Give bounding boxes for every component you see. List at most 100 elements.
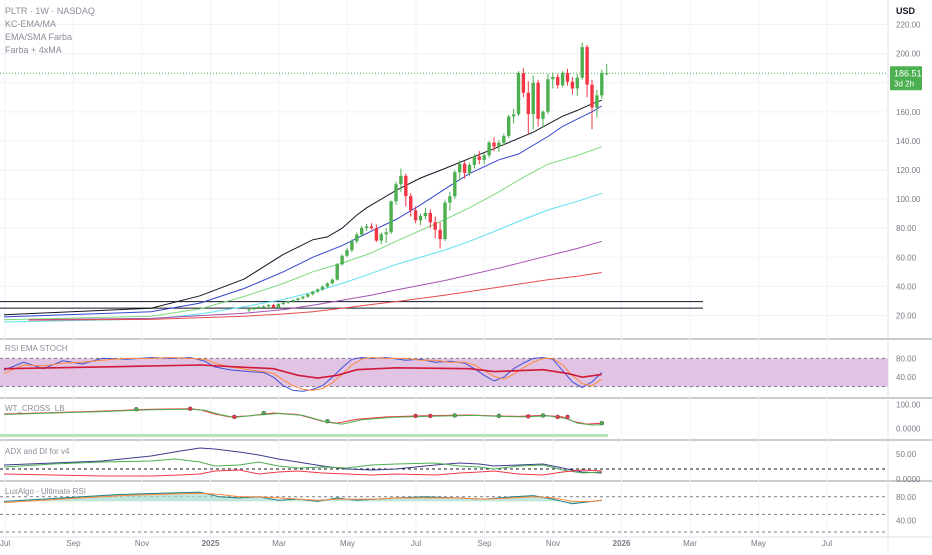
indicator-legend-kc[interactable]: KC-EMA/MA <box>5 19 57 29</box>
candle-body <box>575 77 579 89</box>
candle-body <box>492 142 496 147</box>
x-tick-label: 2026 <box>613 539 631 548</box>
candle-body <box>374 228 379 241</box>
candle <box>345 247 349 258</box>
candle <box>394 181 398 205</box>
candle-body <box>262 306 266 308</box>
x-tick-label: Jul <box>822 539 832 548</box>
candle-body <box>315 289 320 292</box>
candle <box>438 222 442 249</box>
candle <box>306 293 310 298</box>
candle-body <box>428 212 432 223</box>
x-tick-label: Sep <box>477 539 492 548</box>
candle-body <box>472 156 477 165</box>
candle <box>565 68 570 86</box>
candle-body <box>511 114 516 117</box>
y-tick-label: 40.00 <box>896 282 917 291</box>
ursi-tick-label: 80.00 <box>896 493 917 502</box>
candle-body <box>580 47 584 78</box>
candle <box>487 140 491 158</box>
candle <box>276 303 281 309</box>
candle <box>413 206 418 224</box>
candle-body <box>551 76 555 80</box>
candle-body <box>355 234 359 242</box>
candle-body <box>389 201 393 233</box>
candle-body <box>276 303 281 308</box>
candle <box>511 108 516 124</box>
currency-label[interactable]: USD <box>896 6 916 16</box>
candle <box>374 224 379 242</box>
candle <box>482 153 486 165</box>
candle <box>453 170 457 200</box>
candle <box>497 140 501 152</box>
x-tick-label: Nov <box>135 539 149 548</box>
indicator-legend-farba[interactable]: Farba + 4xMA <box>5 45 62 55</box>
candle-body <box>536 82 540 119</box>
candle <box>423 207 428 220</box>
candle <box>296 297 300 301</box>
candle-body <box>325 283 330 287</box>
candle-body <box>507 116 511 136</box>
wt-cross-dot <box>540 413 546 418</box>
candle-body <box>399 175 403 185</box>
candle <box>335 263 339 281</box>
stoch-d-line <box>3 356 603 391</box>
wt-cross-dot <box>599 420 605 426</box>
ursi-tick-label: 40.00 <box>896 516 917 525</box>
price-badge-value: 186.51 <box>894 68 922 78</box>
candle <box>281 301 285 306</box>
candle-body <box>409 196 413 211</box>
wt-tick-label: 100.00 <box>896 400 921 409</box>
candle <box>286 300 290 304</box>
x-tick-label: 2025 <box>202 539 220 548</box>
x-tick-label: May <box>340 539 355 548</box>
candle <box>330 278 334 285</box>
candle-body <box>340 255 344 265</box>
wt-cross-dot <box>565 414 570 420</box>
stoch-tick-label: 40.00 <box>896 373 917 382</box>
candle-body <box>404 175 408 197</box>
candle <box>315 288 320 293</box>
price-badge-countdown: 3d 2h <box>894 79 914 88</box>
candle <box>266 304 271 308</box>
pane-title-stoch[interactable]: RSI EMA STOCH <box>5 344 68 353</box>
pane-title-ursi[interactable]: LuxAlgo - Ultimate RSI <box>5 487 86 496</box>
indicator-legend-ema-sma[interactable]: EMA/SMA Farba <box>5 32 73 42</box>
candle-body <box>418 216 423 221</box>
candle <box>311 290 315 296</box>
candle <box>526 81 530 134</box>
x-tick-label: Mar <box>683 539 697 548</box>
stoch-band <box>0 358 888 387</box>
candle <box>467 162 472 176</box>
candle-body <box>330 279 334 284</box>
price-badge-box <box>890 66 922 91</box>
candle-body <box>252 308 256 310</box>
candle <box>247 308 251 312</box>
stoch-ma-line <box>3 364 602 379</box>
candle <box>404 173 408 207</box>
adx-tick-label: 0.0000 <box>896 475 921 484</box>
pane-title-adx[interactable]: ADX and DI for v4 <box>5 447 70 456</box>
candle-body <box>364 226 369 229</box>
ma-cyan-line <box>3 192 602 323</box>
symbol-legend[interactable]: PLTR · 1W · NASDAQ <box>5 6 95 16</box>
ma-red-line <box>28 272 602 321</box>
candle <box>320 285 325 291</box>
wt-cross-dot <box>428 413 433 419</box>
candle-body <box>556 76 560 86</box>
candle <box>364 223 369 232</box>
candle-body <box>560 72 565 86</box>
pane-title-wt[interactable]: WT_CROSS_LB <box>5 404 65 413</box>
candle-body <box>360 228 364 235</box>
candle-body <box>271 304 276 308</box>
candle-body <box>311 291 315 295</box>
candle-body <box>379 234 383 241</box>
candle-body <box>521 73 526 93</box>
candle-body <box>438 229 442 240</box>
y-tick-label: 80.00 <box>896 224 917 233</box>
candle <box>399 168 403 192</box>
candle-body <box>590 84 594 108</box>
